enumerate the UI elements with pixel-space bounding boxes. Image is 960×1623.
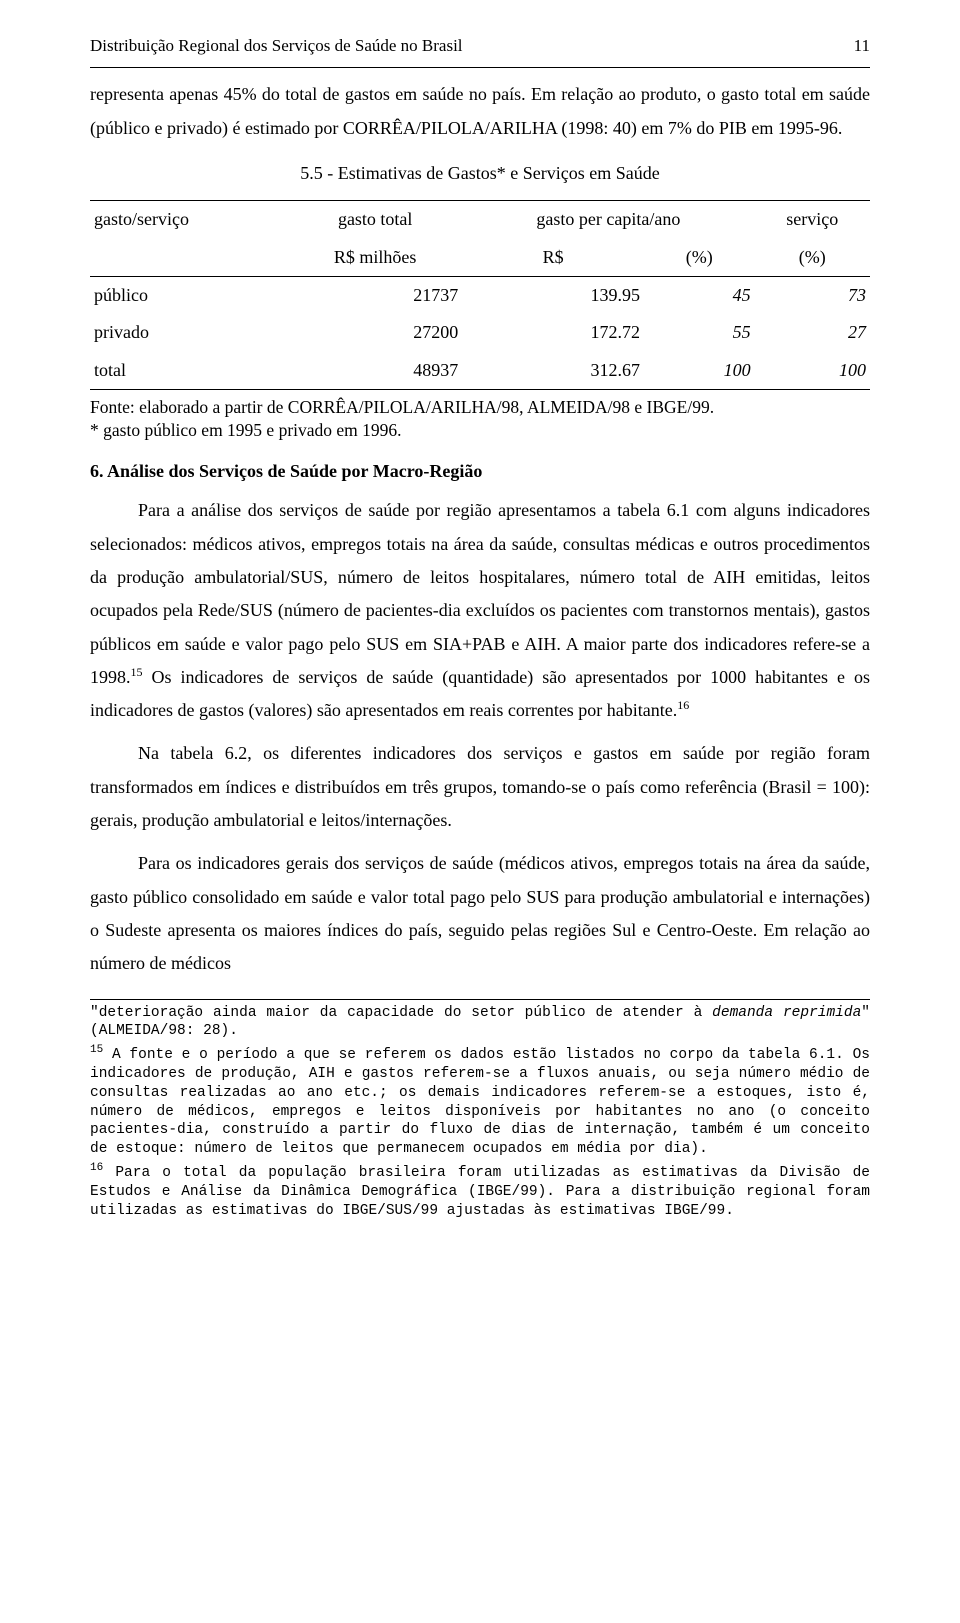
footnote-16-number: 16 <box>90 1162 103 1174</box>
p1-part-a: Para a análise dos serviços de saúde por… <box>90 500 870 686</box>
th-blank <box>90 239 288 277</box>
page-header: Distribuição Regional dos Serviços de Sa… <box>90 30 870 61</box>
footnote-quote-a: "deterioração ainda maior da capacidade … <box>90 1005 712 1021</box>
document-page: Distribuição Regional dos Serviços de Sa… <box>0 0 960 1623</box>
table-row: público 21737 139.95 45 73 <box>90 276 870 314</box>
footnote-15-text: A fonte e o período a que se referem os … <box>90 1047 870 1157</box>
table-footnote: Fonte: elaborado a partir de CORRÊA/PILO… <box>90 396 870 443</box>
th-rs: R$ <box>462 239 644 277</box>
row-rs: 172.72 <box>462 314 644 351</box>
footnote-mark-16: 16 <box>677 698 689 712</box>
row-label: privado <box>90 314 288 351</box>
th-gasto-total: gasto total <box>288 201 462 239</box>
section-6-title: 6. Análise dos Serviços de Saúde por Mac… <box>90 455 870 488</box>
row-total: 27200 <box>288 314 462 351</box>
footnote-separator <box>90 999 870 1000</box>
header-rule <box>90 67 870 68</box>
row-total: 48937 <box>288 352 462 390</box>
footnote-15: 15 A fonte e o período a que se referem … <box>90 1043 870 1159</box>
footnote-quote-italic: demanda reprimida <box>712 1005 861 1021</box>
row-label: total <box>90 352 288 390</box>
table-row: total 48937 312.67 100 100 <box>90 352 870 390</box>
th-pct: (%) <box>644 239 755 277</box>
row-pct: 100 <box>644 352 755 390</box>
th-gasto-servico: gasto/serviço <box>90 201 288 239</box>
footnote-16: 16 Para o total da população brasileira … <box>90 1161 870 1220</box>
table-foot-asterisk: * gasto público em 1995 e privado em 199… <box>90 420 402 440</box>
table-header-row-1: gasto/serviço gasto total gasto per capi… <box>90 201 870 239</box>
th-serv-pct: (%) <box>755 239 870 277</box>
header-page-number: 11 <box>854 30 870 61</box>
row-serv: 100 <box>755 352 870 390</box>
footnotes-block: "deterioração ainda maior da capacidade … <box>90 1004 870 1221</box>
footnote-quote: "deterioração ainda maior da capacidade … <box>90 1004 870 1042</box>
table-foot-source: Fonte: elaborado a partir de CORRÊA/PILO… <box>90 397 714 417</box>
th-servico: serviço <box>755 201 870 239</box>
row-serv: 73 <box>755 276 870 314</box>
row-pct: 45 <box>644 276 755 314</box>
data-table: gasto/serviço gasto total gasto per capi… <box>90 200 870 389</box>
section-6-paragraph-3: Para os indicadores gerais dos serviços … <box>90 847 870 980</box>
row-rs: 312.67 <box>462 352 644 390</box>
th-gasto-percapita: gasto per capita/ano <box>462 201 754 239</box>
footnote-mark-15: 15 <box>131 665 143 679</box>
row-rs: 139.95 <box>462 276 644 314</box>
table-header-row-2: R$ milhões R$ (%) (%) <box>90 239 870 277</box>
section-6-paragraph-1: Para a análise dos serviços de saúde por… <box>90 494 870 727</box>
row-pct: 55 <box>644 314 755 351</box>
section-6-paragraph-2: Na tabela 6.2, os diferentes indicadores… <box>90 737 870 837</box>
footnote-16-text: Para o total da população brasileira for… <box>90 1165 870 1219</box>
table-title: 5.5 - Estimativas de Gastos* e Serviços … <box>90 157 870 190</box>
p1-part-b: Os indicadores de serviços de saúde (qua… <box>90 667 870 720</box>
header-title: Distribuição Regional dos Serviços de Sa… <box>90 30 463 61</box>
row-total: 21737 <box>288 276 462 314</box>
row-label: público <box>90 276 288 314</box>
intro-paragraph: representa apenas 45% do total de gastos… <box>90 78 870 145</box>
footnote-15-number: 15 <box>90 1044 103 1056</box>
th-milhoes: R$ milhões <box>288 239 462 277</box>
table-row: privado 27200 172.72 55 27 <box>90 314 870 351</box>
row-serv: 27 <box>755 314 870 351</box>
